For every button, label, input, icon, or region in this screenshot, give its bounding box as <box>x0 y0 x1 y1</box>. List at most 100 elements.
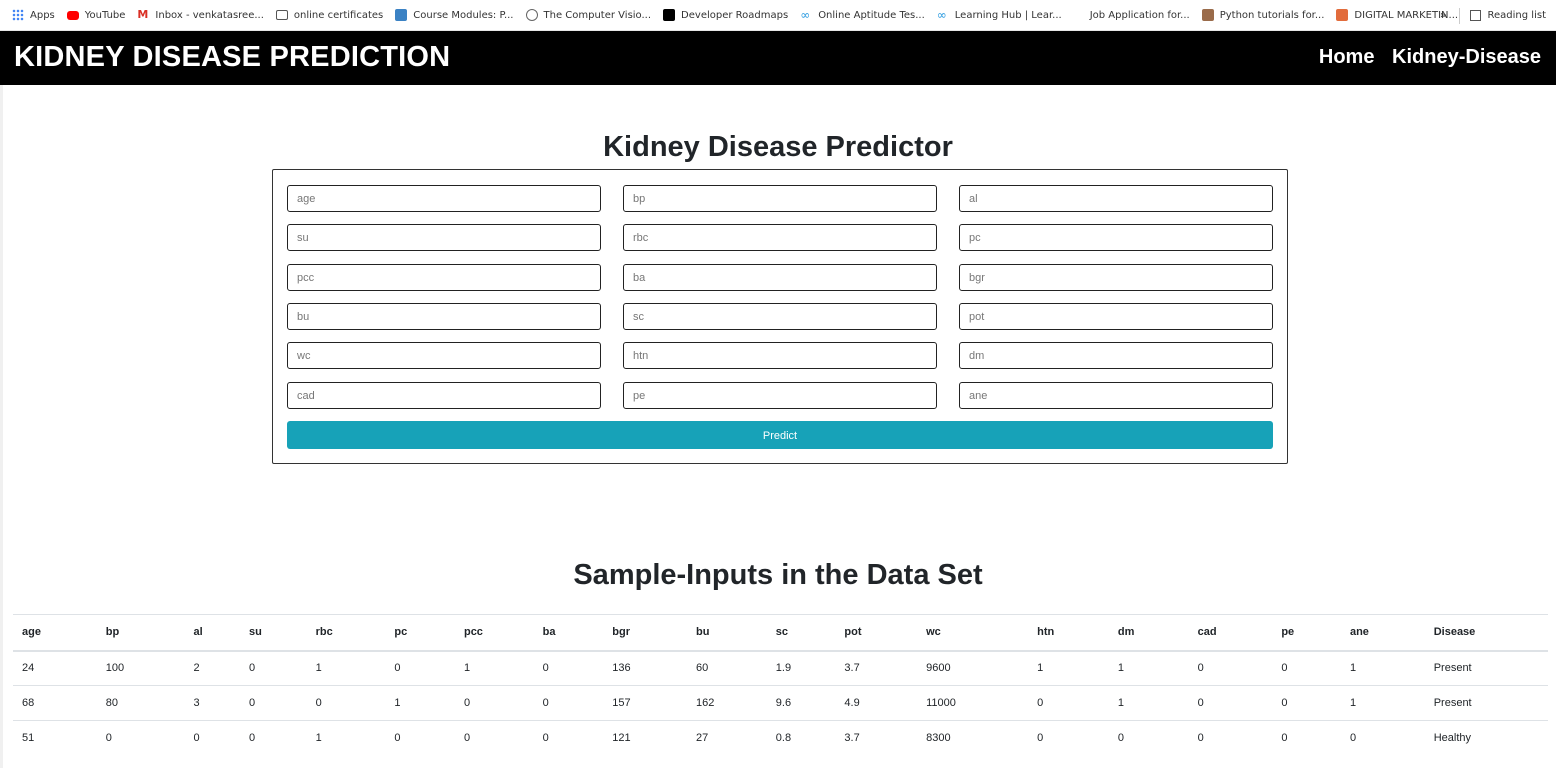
table-cell: 1 <box>454 650 534 686</box>
column-header-cad: cad <box>1188 614 1273 652</box>
sc-input[interactable] <box>623 303 937 330</box>
table-cell: 0 <box>454 685 534 721</box>
bookmark-item[interactable]: Python tutorials for... <box>1201 9 1325 21</box>
bookmarks-bar: Apps YouTube M Inbox - venkatasree... online… <box>0 0 1556 31</box>
table-cell: 51 <box>13 720 97 756</box>
table-cell: 100 <box>96 650 185 686</box>
rbc-input[interactable] <box>623 224 937 251</box>
table-cell: 0 <box>454 720 534 756</box>
more-bookmarks-button[interactable]: » <box>1440 10 1447 21</box>
column-header-htn: htn <box>1028 614 1109 652</box>
course-icon <box>395 9 408 21</box>
table-cell: 9600 <box>917 650 1029 686</box>
table-cell: 0 <box>240 685 307 721</box>
bookmark-item[interactable]: Course Modules: P... <box>395 9 514 21</box>
samples-table: age bp al su rbc pc pcc ba bgr bu sc pot wc htn dm cad p… <box>13 614 1548 756</box>
table-cell: 8300 <box>917 720 1029 756</box>
column-header-sc: sc <box>766 614 836 652</box>
column-header-ane: ane <box>1340 614 1425 652</box>
column-header-disease: Disease <box>1424 614 1548 652</box>
column-header-al: al <box>184 614 241 652</box>
pc-input[interactable] <box>959 224 1273 251</box>
bu-input[interactable] <box>287 303 601 330</box>
predict-form: Predict <box>272 169 1288 464</box>
table-cell: 0 <box>533 650 604 686</box>
al-input[interactable] <box>959 185 1273 212</box>
predict-button[interactable]: Predict <box>287 421 1273 449</box>
table-cell: 0 <box>306 685 386 721</box>
pot-input[interactable] <box>959 303 1273 330</box>
table-cell: 68 <box>13 685 97 721</box>
table-cell: 1 <box>306 650 386 686</box>
column-header-bgr: bgr <box>603 614 688 652</box>
table-cell: 0 <box>533 720 604 756</box>
table-row: 68 80 3 0 0 1 0 0 157 162 9.6 4.9 11000 0 1 0 0 1 Present <box>13 685 1548 721</box>
brand-title[interactable]: KIDNEY DISEASE PREDICTION <box>14 41 451 73</box>
table-cell: 1.9 <box>766 650 836 686</box>
table-cell: 11000 <box>917 685 1029 721</box>
bp-input[interactable] <box>623 185 937 212</box>
wc-input[interactable] <box>287 342 601 369</box>
table-cell: 4.9 <box>835 685 918 721</box>
bookmark-label: Job Application for... <box>1089 9 1190 21</box>
bookmark-label: The Computer Visio... <box>543 9 652 21</box>
table-cell: 1 <box>1108 685 1189 721</box>
dm-input[interactable] <box>959 342 1273 369</box>
reading-list-icon <box>1469 10 1481 21</box>
bookmark-item[interactable]: The Computer Visio... <box>525 9 652 21</box>
bookmark-item[interactable]: Apps <box>12 9 55 21</box>
globe-icon <box>525 9 538 21</box>
table-cell: 0 <box>1188 650 1273 686</box>
infinity-icon: ∞ <box>936 8 947 22</box>
table-cell: 136 <box>603 650 688 686</box>
age-input[interactable] <box>287 185 601 212</box>
gmail-icon: M <box>137 8 149 21</box>
htn-input[interactable] <box>623 342 937 369</box>
navbar: KIDNEY DISEASE PREDICTION Home Kidney-Di… <box>0 31 1556 85</box>
bookmark-label: DIGITAL MARKETIN... <box>1354 9 1459 21</box>
table-row: 51 0 0 0 1 0 0 0 121 27 0.8 3.7 8300 0 0 0 0 0 Healthy <box>13 720 1548 756</box>
column-header-pcc: pcc <box>454 614 534 652</box>
table-cell: Present <box>1424 685 1548 721</box>
table-cell: 0 <box>385 720 455 756</box>
bookmark-item[interactable]: Job Application for... <box>1090 10 1190 21</box>
table-cell: Healthy <box>1424 720 1548 756</box>
reading-list-button[interactable]: Reading list <box>1469 10 1546 21</box>
nav-kidney-disease-link[interactable]: Kidney-Disease <box>1392 46 1541 68</box>
column-header-bp: bp <box>96 614 185 652</box>
table-cell: 0 <box>1028 720 1109 756</box>
bookmark-item[interactable]: DIGITAL MARKETIN... <box>1336 9 1458 21</box>
bookmark-item[interactable]: ∞ Learning Hub | Lear... <box>937 9 1062 21</box>
certificate-icon <box>275 10 288 20</box>
nav-home-link[interactable]: Home <box>1318 46 1375 68</box>
table-cell: 0 <box>184 720 241 756</box>
table-cell: 121 <box>603 720 688 756</box>
pcc-input[interactable] <box>287 264 601 291</box>
bookmark-item[interactable]: YouTube <box>66 10 125 21</box>
table-cell: 60 <box>687 650 767 686</box>
bookmark-label: Apps <box>30 9 55 21</box>
table-cell: 80 <box>96 685 185 721</box>
ane-input[interactable] <box>959 382 1273 409</box>
table-cell: 0 <box>1272 685 1341 721</box>
table-cell: 0 <box>533 685 604 721</box>
table-cell: 3.7 <box>835 720 918 756</box>
cad-input[interactable] <box>287 382 601 409</box>
pe-input[interactable] <box>623 382 937 409</box>
table-cell: 0 <box>1028 685 1109 721</box>
column-header-pc: pc <box>385 614 455 652</box>
infinity-icon: ∞ <box>800 8 811 22</box>
bookmark-item[interactable]: ∞ Online Aptitude Tes... <box>800 9 925 21</box>
bookmark-item[interactable]: M Inbox - venkatasree... <box>137 9 263 21</box>
ba-input[interactable] <box>623 264 937 291</box>
bookmark-label: Python tutorials for... <box>1219 9 1325 21</box>
reading-list-label: Reading list <box>1487 10 1546 21</box>
bookmark-item[interactable]: Developer Roadmaps <box>663 9 788 21</box>
su-input[interactable] <box>287 224 601 251</box>
bgr-input[interactable] <box>959 264 1273 291</box>
table-cell: 1 <box>1340 685 1425 721</box>
column-header-dm: dm <box>1108 614 1189 652</box>
bookmark-item[interactable]: online certificates <box>275 10 383 21</box>
column-header-wc: wc <box>917 614 1029 652</box>
table-cell: 1 <box>1340 650 1425 686</box>
